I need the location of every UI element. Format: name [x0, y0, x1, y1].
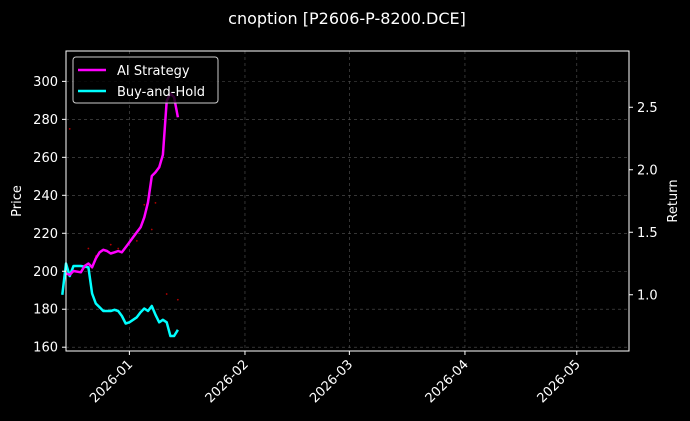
price-point	[135, 239, 138, 242]
series-line-ai-strategy	[65, 92, 180, 277]
plot-frame	[65, 50, 630, 352]
legend-label-ai-strategy: AI Strategy	[117, 64, 190, 79]
y-tick-label: 300	[33, 75, 58, 90]
y2-tick-label: 1.5	[637, 226, 658, 241]
y2-tick-label: 2.0	[637, 163, 658, 178]
y-tick-label: 180	[33, 303, 58, 318]
price-point	[117, 247, 120, 250]
series-line-buy-and-hold	[61, 262, 179, 338]
y-tick-label: 240	[33, 189, 58, 204]
price-point	[87, 247, 90, 250]
price-point	[143, 203, 146, 206]
price-point	[68, 127, 71, 130]
y-tick-label: 220	[33, 227, 58, 242]
price-point	[154, 201, 157, 204]
price-point	[109, 243, 112, 246]
y-tick-label: 280	[33, 113, 58, 128]
price-point	[176, 298, 179, 301]
price-point	[150, 228, 153, 231]
y2-tick-label: 1.0	[637, 288, 658, 303]
legend: AI Strategy Buy-and-Hold	[72, 56, 219, 104]
y-axis-right: 1.0 1.5 2.0 2.5	[629, 101, 658, 303]
y2-axis-label: Return	[666, 179, 681, 222]
series-lines	[61, 92, 180, 338]
y2-tick-label: 2.5	[637, 101, 658, 116]
y-axis-left: 160 180 200 220 240 260 280 300	[33, 75, 66, 356]
legend-label-buy-and-hold: Buy-and-Hold	[117, 85, 205, 100]
y-tick-label: 200	[33, 265, 58, 280]
price-point	[165, 293, 168, 295]
chart-title: cnoption [P2606-P-8200.DCE]	[228, 9, 466, 28]
legend-box	[72, 56, 219, 104]
y-tick-label: 260	[33, 151, 58, 166]
y-axis-label: Price	[10, 185, 25, 217]
grid	[66, 51, 629, 351]
y-tick-label: 160	[33, 341, 58, 356]
